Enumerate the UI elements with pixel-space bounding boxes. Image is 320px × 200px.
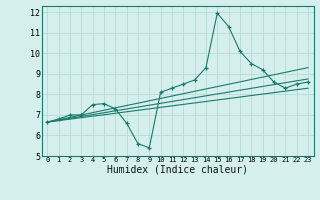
X-axis label: Humidex (Indice chaleur): Humidex (Indice chaleur) xyxy=(107,165,248,175)
